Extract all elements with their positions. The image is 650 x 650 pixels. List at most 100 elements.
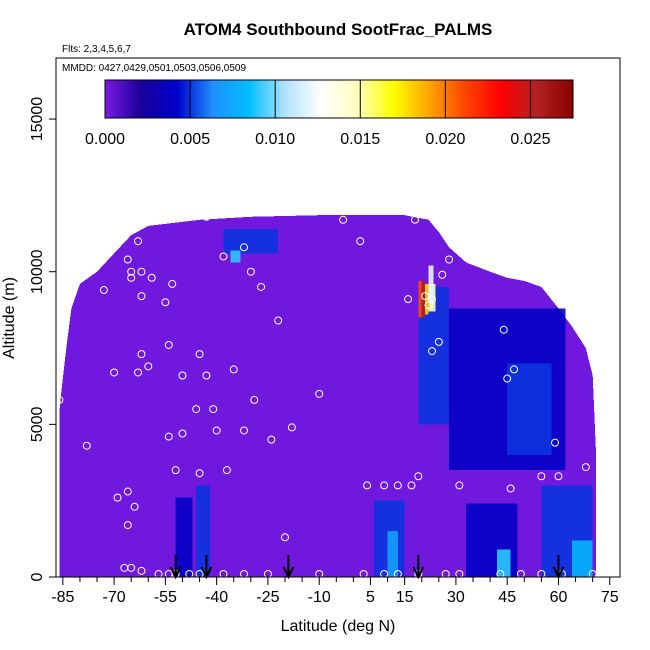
sample-point (281, 533, 290, 542)
sample-point (551, 438, 560, 447)
sample-point (257, 282, 266, 291)
sample-point (202, 212, 211, 221)
x-tick-label: 5 (366, 589, 375, 606)
sample-point (123, 255, 132, 264)
y-tick-label: 10000 (29, 249, 46, 294)
sample-point (168, 279, 177, 288)
x-tick-label: -85 (51, 589, 74, 606)
sample-point (506, 484, 515, 493)
sample-point (434, 337, 443, 346)
colorbar-ticks: 0.000 0.005 0.010 0.015 0.020 0.025 (85, 80, 551, 148)
heatmap-background-cell (59, 215, 597, 577)
sample-point (147, 273, 156, 282)
colorbar-bar (104, 79, 574, 119)
sample-point (451, 215, 460, 224)
sample-point (380, 481, 389, 490)
chart-subtitle-flights: Flts: 2,3,4,5,6,7 (62, 44, 131, 55)
sample-point (581, 463, 590, 472)
sample-point (82, 441, 91, 450)
sample-point (267, 435, 276, 444)
x-tick-label: -40 (205, 589, 228, 606)
x-tick-label: -70 (103, 589, 126, 606)
sample-point (164, 340, 173, 349)
sample-point (185, 569, 194, 577)
sample-point (123, 521, 132, 530)
sample-point (164, 432, 173, 441)
sample-point (212, 426, 221, 435)
sample-point (137, 267, 146, 276)
colorbar-tick-label: 0.010 (255, 131, 295, 148)
sample-point (123, 487, 132, 496)
sample-point (404, 295, 413, 304)
sample-point (438, 270, 447, 279)
heatmap-cell (572, 540, 593, 577)
heatmap-cell (387, 531, 398, 577)
sample-point (445, 255, 454, 264)
sample-point (441, 569, 450, 577)
sample-point (496, 569, 505, 577)
sample-point (359, 569, 368, 577)
heatmap-cell (175, 497, 193, 577)
sample-point (154, 569, 163, 577)
sample-point (195, 350, 204, 359)
sample-point (195, 569, 204, 577)
sample-point (393, 569, 402, 577)
colorbar-tick-label: 0.020 (425, 131, 465, 148)
y-axis: 0 5000 10000 15000 (29, 97, 56, 581)
x-axis-label: Latitude (deg N) (281, 618, 396, 635)
sample-point (499, 325, 508, 334)
colorbar-tick-label: 0.000 (85, 131, 125, 148)
sample-point (171, 466, 180, 475)
sample-point (127, 273, 136, 282)
y-tick-label: 5000 (29, 406, 46, 442)
sample-point (554, 472, 563, 481)
sample-point (134, 368, 143, 377)
y-tick-label: 15000 (29, 97, 46, 142)
sample-point (113, 493, 122, 502)
sample-point (130, 224, 139, 233)
sample-point (263, 569, 272, 577)
sample-point (537, 472, 546, 481)
sample-point (209, 405, 218, 414)
sample-point (222, 466, 231, 475)
sample-point (229, 365, 238, 374)
sample-point (195, 469, 204, 478)
sample-point (240, 243, 248, 252)
sample-point (240, 569, 248, 577)
sample-point (250, 395, 259, 404)
sample-point (380, 569, 389, 577)
colorbar-tick-label: 0.005 (170, 131, 210, 148)
sample-point (407, 481, 416, 490)
plot-frame (55, 57, 621, 578)
sample-point (315, 389, 324, 398)
sample-point (246, 267, 255, 276)
sample-point (127, 563, 136, 572)
heatmap-cell (230, 250, 241, 263)
sample-point (287, 423, 296, 432)
sample-point (134, 237, 143, 246)
sample-point (130, 502, 139, 511)
sample-point (424, 301, 433, 310)
sample-point (410, 215, 419, 224)
sample-point (356, 237, 365, 246)
sample-point (421, 292, 430, 301)
sample-point (192, 405, 201, 414)
sample-point (503, 374, 512, 383)
sample-point (110, 368, 119, 377)
sample-point (363, 481, 372, 490)
sample-point (510, 365, 519, 374)
sample-point (428, 295, 436, 304)
chart-title: ATOM4 Southbound SootFrac_PALMS (184, 20, 493, 39)
sample-point (202, 371, 211, 380)
sample-point (455, 481, 464, 490)
heatmap-cell (507, 363, 552, 455)
sample-point (393, 481, 402, 490)
sample-point (219, 252, 228, 261)
x-tick-label: 15 (396, 589, 414, 606)
x-axis: -85 -70 -55 -40 -25 -10 5 15 30 45 60 75 (51, 577, 619, 606)
sample-point (178, 429, 187, 438)
x-tick-label: -55 (154, 589, 177, 606)
sample-point (56, 395, 64, 404)
